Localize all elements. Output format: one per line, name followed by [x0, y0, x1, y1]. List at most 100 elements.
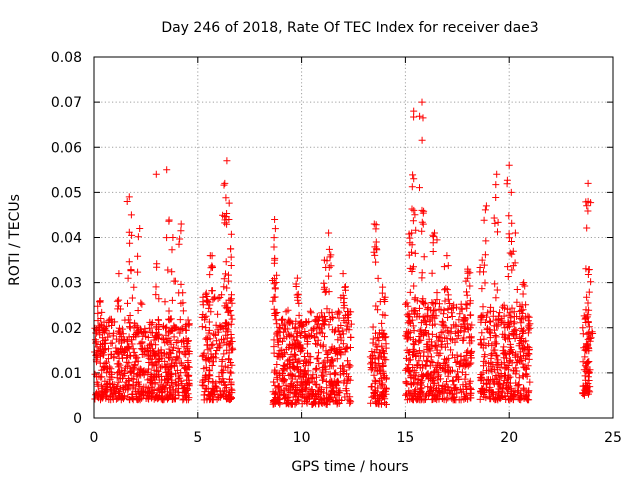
data-point — [218, 323, 226, 330]
data-point — [174, 355, 182, 363]
data-point — [223, 157, 231, 165]
data-point — [374, 274, 382, 282]
data-point — [582, 306, 590, 314]
data-point — [509, 262, 517, 270]
data-point — [583, 202, 591, 210]
data-point — [420, 317, 428, 325]
data-point — [96, 297, 104, 305]
data-point — [516, 348, 524, 356]
data-point — [408, 205, 416, 213]
data-point — [579, 382, 587, 390]
data-point — [371, 348, 379, 356]
data-point — [486, 376, 494, 384]
data-point — [492, 351, 500, 359]
data-point — [333, 381, 341, 389]
data-point — [286, 317, 294, 325]
data-point — [517, 337, 525, 344]
data-point — [227, 230, 235, 238]
data-point — [271, 368, 279, 376]
data-point — [419, 313, 427, 321]
data-point — [227, 380, 235, 388]
data-point — [466, 297, 474, 305]
y-tick-label: 0.07 — [51, 95, 82, 111]
data-point — [431, 306, 439, 314]
data-point — [438, 337, 446, 345]
data-point — [416, 112, 424, 120]
data-point — [296, 348, 304, 356]
data-point — [199, 293, 207, 301]
data-point — [493, 352, 501, 360]
data-point — [91, 370, 99, 378]
data-point — [584, 380, 592, 387]
data-point — [378, 289, 386, 297]
data-point — [102, 394, 110, 402]
data-point — [503, 354, 510, 362]
data-point — [417, 326, 425, 334]
data-point — [184, 363, 192, 371]
data-point — [461, 323, 469, 331]
data-point — [418, 269, 426, 277]
data-point — [223, 284, 231, 292]
data-point — [97, 352, 104, 360]
data-point — [455, 396, 463, 404]
data-point — [226, 396, 234, 404]
data-point — [462, 381, 470, 389]
data-point — [320, 279, 328, 287]
data-point — [507, 188, 515, 196]
data-point — [380, 374, 388, 381]
data-point — [185, 348, 193, 355]
data-point — [323, 305, 331, 313]
data-point — [125, 258, 133, 266]
data-point — [307, 374, 315, 382]
data-point — [465, 379, 473, 387]
data-point — [419, 373, 426, 381]
data-point — [105, 319, 113, 326]
data-point — [204, 298, 212, 306]
data-point — [316, 383, 324, 391]
data-point — [412, 372, 420, 380]
data-point — [581, 362, 589, 370]
data-point — [517, 306, 525, 314]
data-point — [498, 317, 506, 325]
data-point — [447, 346, 455, 354]
data-point — [430, 369, 438, 377]
data-point — [161, 357, 169, 365]
data-point — [212, 354, 220, 362]
data-point — [322, 264, 330, 271]
data-point — [320, 389, 328, 397]
data-point — [525, 387, 533, 395]
data-point — [270, 390, 278, 398]
data-point — [227, 369, 235, 377]
data-point — [222, 258, 230, 266]
data-point — [502, 382, 510, 390]
data-point — [151, 349, 159, 357]
data-point — [406, 356, 414, 364]
data-point — [412, 226, 420, 234]
data-point — [282, 394, 290, 402]
data-point — [412, 386, 420, 394]
data-point — [523, 392, 531, 400]
data-point — [115, 393, 123, 401]
data-point — [273, 320, 281, 328]
data-point — [416, 327, 424, 335]
data-point — [150, 348, 157, 356]
data-point — [325, 288, 333, 296]
data-point — [124, 299, 131, 307]
data-point — [346, 362, 354, 370]
data-point — [411, 310, 419, 318]
data-point — [145, 359, 153, 366]
data-point — [326, 315, 334, 323]
data-point — [304, 395, 312, 403]
data-point — [128, 340, 136, 348]
data-point — [203, 334, 211, 342]
data-point — [347, 333, 355, 341]
data-point — [337, 346, 345, 353]
data-point — [402, 391, 409, 399]
data-point — [520, 279, 528, 287]
data-point — [295, 299, 303, 307]
data-point — [490, 395, 498, 403]
data-point — [292, 280, 300, 288]
data-point — [375, 337, 383, 345]
data-point — [480, 268, 487, 276]
data-point — [430, 307, 437, 315]
